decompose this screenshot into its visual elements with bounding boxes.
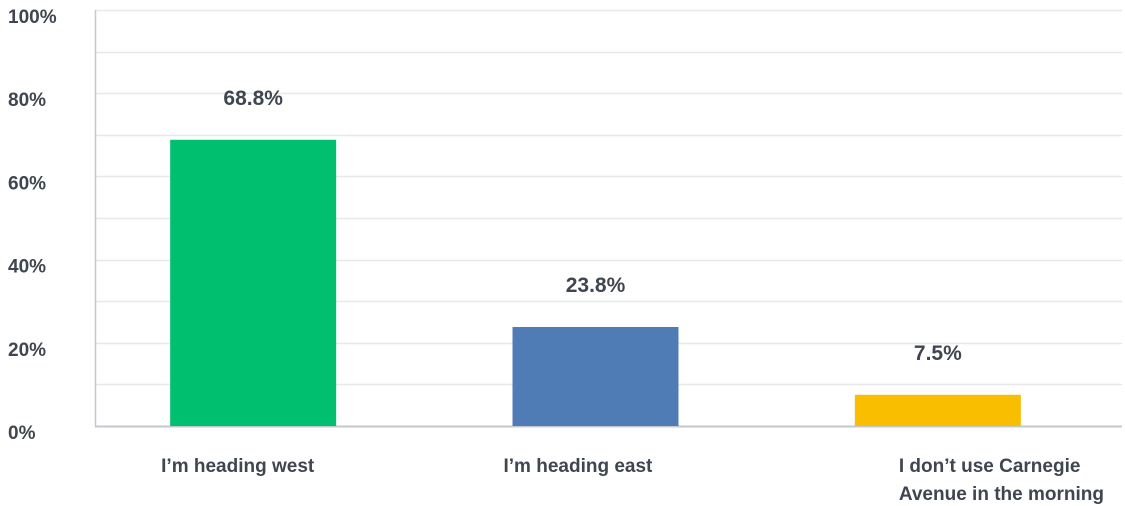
data-labels: 68.8% 23.8% 7.5%: [223, 87, 962, 365]
bar: [854, 394, 1021, 426]
x-category-label-line: I’m heading west: [161, 456, 315, 477]
bar-value-label: 7.5%: [914, 342, 962, 365]
x-category-label-line: I’m heading east: [504, 456, 654, 477]
axes: [94, 10, 1122, 428]
x-axis-category-labels: I’m heading west I’m heading east I don’t …: [161, 456, 1104, 505]
y-tick-label: 20%: [8, 340, 46, 361]
x-category-label-line: I don’t use Carnegie: [899, 456, 1081, 477]
bar: [170, 139, 337, 427]
y-tick-label: 60%: [8, 173, 46, 194]
y-tick-label: 100%: [8, 7, 57, 28]
bar-value-label: 68.8%: [223, 87, 283, 110]
bars: [170, 139, 1021, 427]
bar-value-label: 23.8%: [566, 274, 626, 297]
y-tick-label: 80%: [8, 90, 46, 111]
y-tick-label: 40%: [8, 257, 46, 278]
x-category-label-line: Avenue in the morning: [899, 484, 1104, 505]
x-category-label: I’m heading east: [504, 456, 654, 477]
y-tick-label: 0%: [8, 423, 36, 444]
x-category-label: I don’t use Carnegie Avenue in the mornin…: [899, 456, 1104, 505]
bar: [512, 326, 679, 426]
y-axis-tick-labels: 0% 20% 40% 60% 80% 100%: [8, 7, 57, 444]
x-category-label: I’m heading west: [161, 456, 315, 477]
